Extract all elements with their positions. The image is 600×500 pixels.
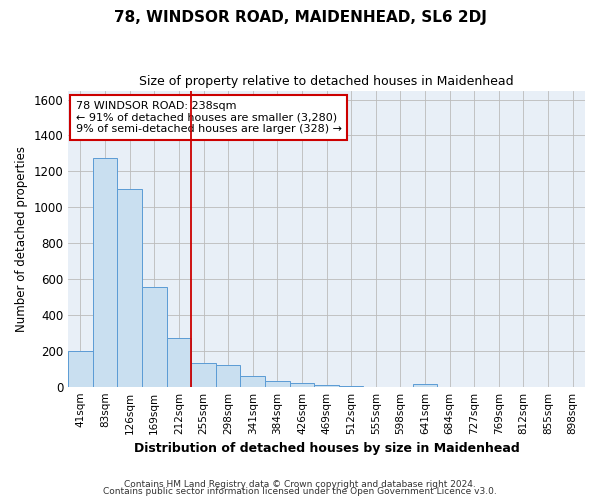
Bar <box>68 351 93 386</box>
Text: Contains public sector information licensed under the Open Government Licence v3: Contains public sector information licen… <box>103 487 497 496</box>
Bar <box>118 190 142 386</box>
Y-axis label: Number of detached properties: Number of detached properties <box>15 146 28 332</box>
Bar <box>241 376 265 386</box>
Bar <box>216 365 241 386</box>
Title: Size of property relative to detached houses in Maidenhead: Size of property relative to detached ho… <box>139 75 514 88</box>
Bar <box>142 287 167 386</box>
Bar <box>314 385 339 386</box>
Bar <box>265 382 290 386</box>
Bar <box>191 364 216 386</box>
Text: 78 WINDSOR ROAD: 238sqm
← 91% of detached houses are smaller (3,280)
9% of semi-: 78 WINDSOR ROAD: 238sqm ← 91% of detache… <box>76 101 342 134</box>
Text: 78, WINDSOR ROAD, MAIDENHEAD, SL6 2DJ: 78, WINDSOR ROAD, MAIDENHEAD, SL6 2DJ <box>113 10 487 25</box>
X-axis label: Distribution of detached houses by size in Maidenhead: Distribution of detached houses by size … <box>134 442 520 455</box>
Bar <box>413 384 437 386</box>
Text: Contains HM Land Registry data © Crown copyright and database right 2024.: Contains HM Land Registry data © Crown c… <box>124 480 476 489</box>
Bar <box>290 383 314 386</box>
Bar <box>93 158 118 386</box>
Bar <box>167 338 191 386</box>
